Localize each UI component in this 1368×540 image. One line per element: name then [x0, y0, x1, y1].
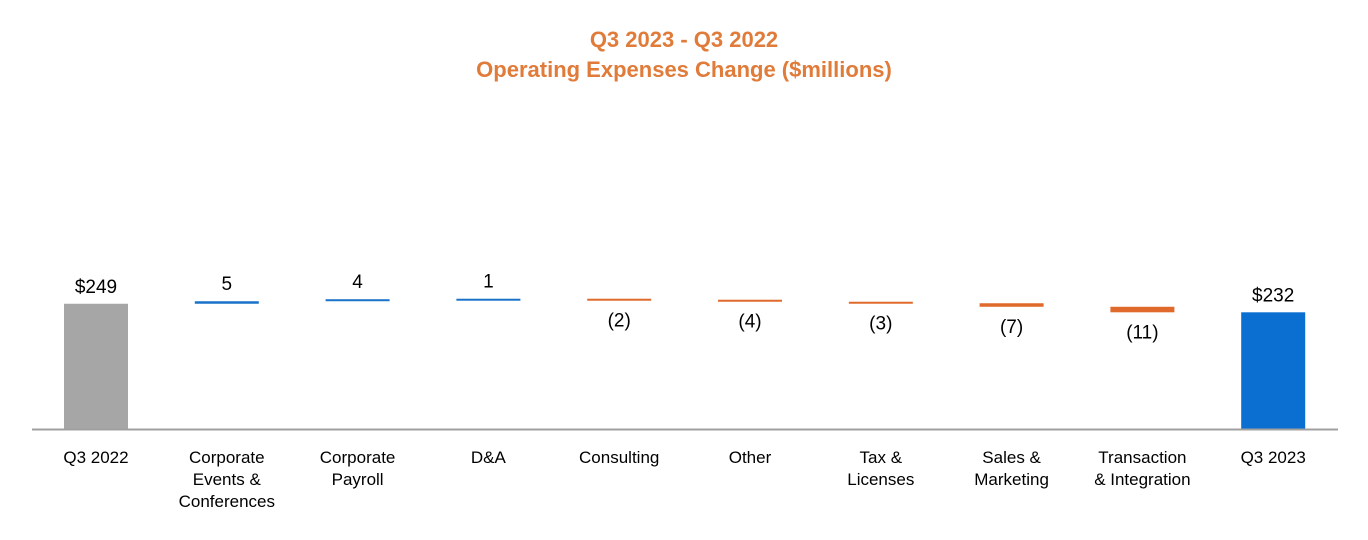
bars-group: [64, 298, 1306, 429]
bar-9: [1241, 312, 1306, 429]
data-label-4: (2): [608, 311, 631, 332]
bar-0: [64, 303, 128, 429]
data-label-3: 1: [483, 272, 494, 293]
bar-3: [456, 298, 521, 301]
bar-8: [1110, 306, 1175, 313]
data-labels-group: $249 5 4 1 (2) (4) (3) (7) (11) $232: [75, 272, 1294, 344]
bar-7: [979, 303, 1044, 307]
category-label-7-line-1: Marketing: [974, 470, 1049, 489]
category-label-7-line-0: Sales &: [982, 448, 1041, 467]
category-label-1-line-2: Conferences: [179, 492, 275, 511]
category-label-6-line-1: Licenses: [847, 470, 914, 489]
bar-2: [325, 299, 390, 302]
category-label-2-line-0: Corporate: [320, 448, 396, 467]
data-label-1: 5: [222, 274, 233, 295]
category-label-5-line-0: Other: [729, 448, 772, 467]
data-label-6: (3): [869, 314, 892, 335]
bar-4: [587, 298, 652, 301]
bar-5: [718, 299, 782, 302]
chart-title-line-1: Q3 2023 - Q3 2022: [589, 27, 779, 52]
category-label-0-line-0: Q3 2022: [63, 448, 128, 467]
data-label-9: $232: [1252, 285, 1294, 306]
chart-title-line-2: Operating Expenses Change ($millions): [476, 57, 892, 82]
bar-1: [194, 301, 259, 304]
data-label-7: (7): [1000, 317, 1023, 338]
category-label-2-line-1: Payroll: [332, 470, 384, 489]
data-label-5: (4): [738, 312, 761, 333]
data-label-0: $249: [75, 277, 117, 298]
category-label-9-line-0: Q3 2023: [1241, 448, 1306, 467]
category-label-1-line-0: Corporate: [189, 448, 265, 467]
bar-6: [848, 301, 913, 304]
category-label-8-line-1: & Integration: [1094, 470, 1190, 489]
category-label-6-line-0: Tax &: [860, 448, 903, 467]
category-label-1-line-1: Events &: [193, 470, 262, 489]
category-label-8-line-0: Transaction: [1098, 448, 1186, 467]
data-label-8: (11): [1126, 322, 1158, 343]
data-label-2: 4: [352, 272, 363, 293]
category-label-3-line-0: D&A: [471, 448, 507, 467]
category-labels-group: Q3 2022 Corporate Events & Conferences Corpo…: [63, 448, 1305, 511]
category-label-4-line-0: Consulting: [579, 448, 659, 467]
